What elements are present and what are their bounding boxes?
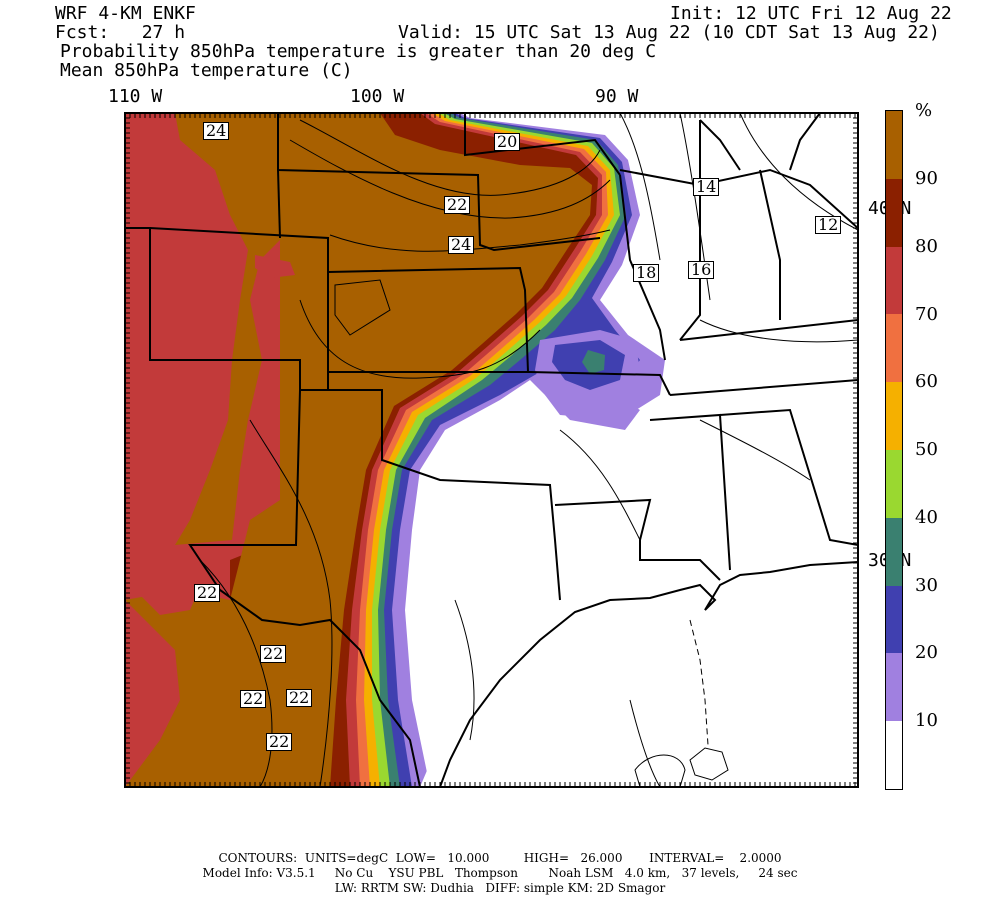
coastline xyxy=(439,561,858,787)
contour-label: 18 xyxy=(633,264,660,282)
legend-label: 70 xyxy=(915,304,938,325)
title-probability: Probability 850hPa temperature is greate… xyxy=(60,41,657,62)
legend-swatch-10 xyxy=(886,653,902,722)
legend-swatch-60 xyxy=(886,314,902,383)
offshore-dashed-line xyxy=(689,619,709,746)
footer-contours-info: CONTOURS: UNITS=degC LOW= 10.000 HIGH= 2… xyxy=(218,851,782,865)
legend-label: 40 xyxy=(915,507,938,528)
island-outline-2 xyxy=(634,754,686,788)
legend-unit: % xyxy=(915,100,933,121)
valid-time: Valid: 15 UTC Sat 13 Aug 22 (10 CDT Sat … xyxy=(398,22,940,43)
contour-label: 22 xyxy=(260,645,287,663)
map-frame xyxy=(124,112,859,788)
legend-swatch-70 xyxy=(886,246,902,315)
legend-swatch-20 xyxy=(886,585,902,654)
legend-label: 50 xyxy=(915,439,938,460)
contour-label: 12 xyxy=(815,216,842,234)
contour-label: 22 xyxy=(240,690,267,708)
lon-label-100w: 100 W xyxy=(350,86,405,107)
contour-label: 14 xyxy=(693,178,720,196)
gulf-region xyxy=(420,560,858,787)
prob-band-90 xyxy=(230,113,592,787)
legend-swatch-30 xyxy=(886,517,902,586)
contour-label: 24 xyxy=(203,122,230,140)
contour-label: 22 xyxy=(194,584,221,602)
legend-label: 30 xyxy=(915,575,938,596)
temperature-contours xyxy=(199,113,858,787)
legend-swatch-90 xyxy=(886,111,902,179)
prob-southwest-patch xyxy=(128,545,205,615)
legend-swatch-0 xyxy=(886,721,902,789)
legend-label: 90 xyxy=(915,168,938,189)
legend-swatch-80 xyxy=(886,178,902,247)
init-time: Init: 12 UTC Fri 12 Aug 22 xyxy=(670,3,952,24)
legend-label: 60 xyxy=(915,371,938,392)
legend-label: 80 xyxy=(915,236,938,257)
legend-colorbar xyxy=(885,110,903,790)
lon-label-90w: 90 W xyxy=(595,86,639,107)
title-mean-temp: Mean 850hPa temperature (C) xyxy=(60,60,353,81)
frame-ticks xyxy=(124,112,858,787)
contour-label: 22 xyxy=(286,689,313,707)
contour-label: 16 xyxy=(688,261,715,279)
contour-label: 22 xyxy=(266,733,293,751)
state-borders xyxy=(125,113,858,787)
island-outline xyxy=(689,747,729,781)
prob-west-fringe-2 xyxy=(125,590,245,787)
forecast-hour: Fcst: 27 h xyxy=(55,22,186,43)
contour-label: 22 xyxy=(444,196,471,214)
prob-west-fringe xyxy=(175,113,280,545)
legend-label: 20 xyxy=(915,642,938,663)
legend-swatch-40 xyxy=(886,450,902,518)
prob-blob-teal xyxy=(582,350,605,374)
prob-nebraska-pocket xyxy=(255,255,295,278)
footer-physics-info: LW: RRTM SW: Dudhia DIFF: simple KM: 2D … xyxy=(334,881,666,895)
legend-swatch-50 xyxy=(886,382,902,450)
model-name: WRF 4-KM ENKF xyxy=(55,3,196,24)
footer-model-info: Model Info: V3.5.1 No Cu YSU PBL Thompso… xyxy=(202,866,798,880)
contour-label: 20 xyxy=(494,133,521,151)
lon-label-110w: 110 W xyxy=(108,86,163,107)
legend-label: 10 xyxy=(915,710,938,731)
contour-label: 24 xyxy=(448,236,475,254)
